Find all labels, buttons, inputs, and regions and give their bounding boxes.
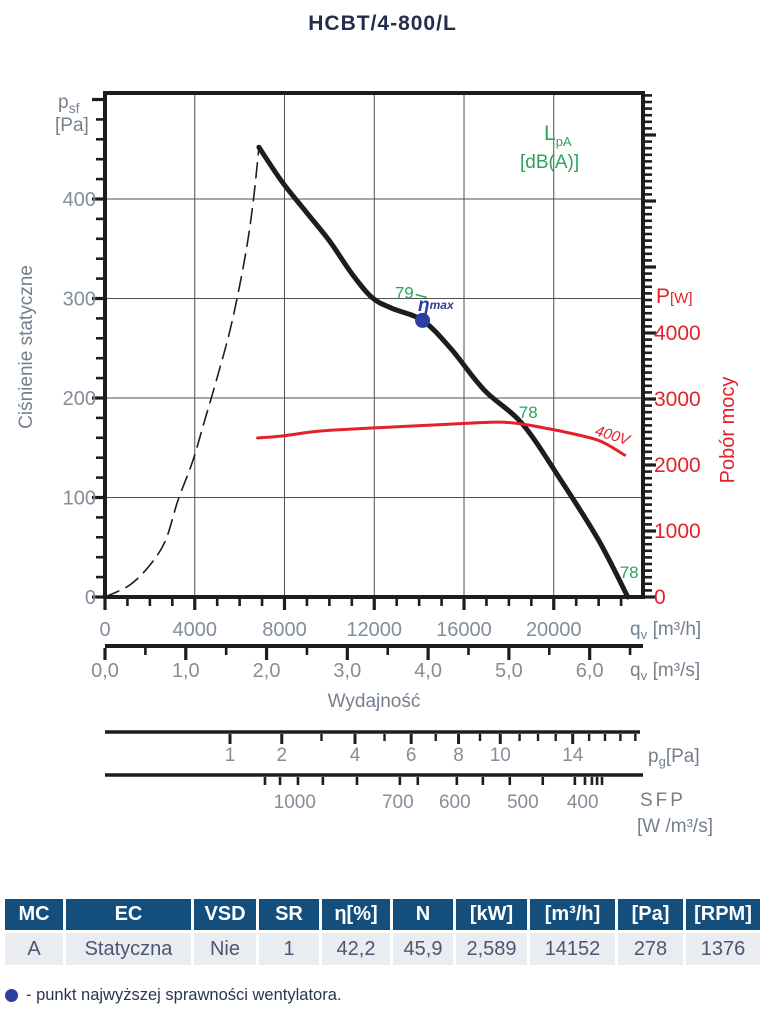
- voltage-curve-label: 400V: [593, 422, 633, 449]
- header-kw: [kW]: [456, 899, 527, 930]
- annotations-layer: 79 78 78: [395, 284, 639, 583]
- sfp-tick-label: 500: [507, 792, 539, 813]
- x-m3h-tick-label: 0: [99, 619, 110, 641]
- table-header-row: MC EC VSD SR η[%] N [kW] [m³/h] [Pa] [RP…: [5, 899, 760, 930]
- value-mc: A: [5, 933, 63, 965]
- header-ec: EC: [66, 899, 191, 930]
- x-axis-flow-title: Wydajność: [328, 691, 421, 712]
- sfp-tick-label: 700: [382, 792, 414, 813]
- y-left-tick-label: 100: [63, 488, 96, 510]
- value-kw: 2,589: [456, 933, 527, 965]
- noise-level-symbol: LpA: [544, 122, 572, 149]
- noise-level-unit: [dB(A)]: [520, 152, 579, 173]
- x-m3s-tick-label: 5,0: [495, 660, 523, 682]
- value-vsd: Nie: [194, 933, 256, 965]
- y-right-tick-label: 0: [654, 586, 666, 609]
- y-left-tick-label: 200: [63, 388, 96, 410]
- y-left-axis-title: Ciśnienie statyczne: [16, 265, 37, 429]
- power-400V-curve: [256, 420, 627, 457]
- value-rpm: 1376: [686, 933, 760, 965]
- static-pressure-stall-region-curve: [104, 146, 260, 598]
- sfp-tick-label: 400: [567, 792, 599, 813]
- header-rpm: [RPM]: [686, 899, 760, 930]
- eta-max-label: ηmax: [418, 295, 455, 316]
- sfp-axis-unit: [W /m³/s]: [637, 816, 713, 837]
- noise-level-value: 78: [620, 563, 639, 582]
- plot-border: [103, 91, 645, 599]
- note-text: - punkt najwyższej sprawności wentylator…: [26, 986, 342, 1004]
- y-left-tick-label: 300: [63, 289, 96, 311]
- pg-tick-label: 1: [225, 745, 236, 766]
- header-m3h: [m³/h]: [530, 899, 615, 930]
- x-axis-m3s-title: qv [m³/s]: [630, 659, 700, 683]
- y-right-tick-label: 2000: [654, 454, 701, 477]
- noise-level-value: 78: [519, 403, 538, 422]
- y-right-tick-label: 3000: [654, 388, 701, 411]
- noise-label-connector: [415, 293, 427, 299]
- header-mc: MC: [5, 899, 63, 930]
- page-title: HCBT/4-800/L: [308, 12, 457, 35]
- value-n: 45,9: [393, 933, 453, 965]
- pg-tick-label: 10: [490, 745, 511, 766]
- pg-tick-label: 4: [350, 745, 361, 766]
- best-efficiency-note: - punkt najwyższej sprawności wentylator…: [5, 986, 341, 1005]
- x-axis-m3h-title: qv [m³/h]: [630, 618, 701, 642]
- y-right-tick-label: 1000: [654, 520, 701, 543]
- sfp-axis-title: SFP: [640, 790, 686, 811]
- y-left-axis-symbol: psf: [58, 92, 80, 116]
- fan-spec-table: MC EC VSD SR η[%] N [kW] [m³/h] [Pa] [RP…: [2, 896, 763, 968]
- x-m3s-tick-label: 3,0: [333, 660, 361, 682]
- value-pa: 278: [618, 933, 683, 965]
- y-left-tick-label: 400: [63, 189, 96, 211]
- header-n: N: [393, 899, 453, 930]
- pg-tick-label: 6: [406, 745, 417, 766]
- x-m3s-tick-label: 1,0: [172, 660, 200, 682]
- best-efficiency-point-marker: [415, 312, 431, 328]
- x-m3s-tick-label: 2,0: [253, 660, 281, 682]
- static-pressure-curve: [256, 144, 631, 600]
- x-m3h-tick-label: 20000: [526, 619, 582, 641]
- x-m3h-tick-label: 16000: [436, 619, 492, 641]
- sfp-tick-label: 600: [439, 792, 471, 813]
- x-m3h-tick-label: 4000: [173, 619, 218, 641]
- x-m3s-tick-label: 4,0: [414, 660, 442, 682]
- header-vsd: VSD: [194, 899, 256, 930]
- value-m3h: 14152: [530, 933, 615, 965]
- y-right-axis-symbol: P[W]: [656, 285, 693, 308]
- header-sr: SR: [259, 899, 319, 930]
- sfp-tick-label: 1000: [274, 792, 316, 813]
- best-efficiency-dot-icon: [5, 989, 18, 1002]
- header-eta: η[%]: [322, 899, 390, 930]
- pg-tick-label: 2: [276, 745, 287, 766]
- y-left-axis-unit: [Pa]: [55, 115, 89, 136]
- grid-layer: [105, 93, 643, 597]
- x-m3h-tick-label: 8000: [262, 619, 307, 641]
- noise-level-value: 79: [395, 284, 414, 303]
- y-right-axis-title: Pobór mocy: [717, 377, 739, 484]
- y-left-tick-label: 0: [85, 587, 96, 609]
- ticks-layer: [92, 94, 656, 785]
- x-m3s-tick-label: 6,0: [576, 660, 604, 682]
- x-m3h-tick-label: 12000: [346, 619, 402, 641]
- value-eta: 42,2: [322, 933, 390, 965]
- value-sr: 1: [259, 933, 319, 965]
- pg-tick-label: 14: [562, 745, 584, 766]
- value-ec: Statyczna: [66, 933, 191, 965]
- y-right-tick-label: 4000: [654, 322, 701, 345]
- pg-axis-title: pg[Pa]: [648, 746, 700, 769]
- x-m3s-tick-label: 0,0: [91, 660, 119, 682]
- header-pa: [Pa]: [618, 899, 683, 930]
- curves-layer: [104, 144, 631, 600]
- table-data-row: A Statyczna Nie 1 42,2 45,9 2,589 14152 …: [5, 933, 760, 965]
- pg-tick-label: 8: [453, 745, 464, 766]
